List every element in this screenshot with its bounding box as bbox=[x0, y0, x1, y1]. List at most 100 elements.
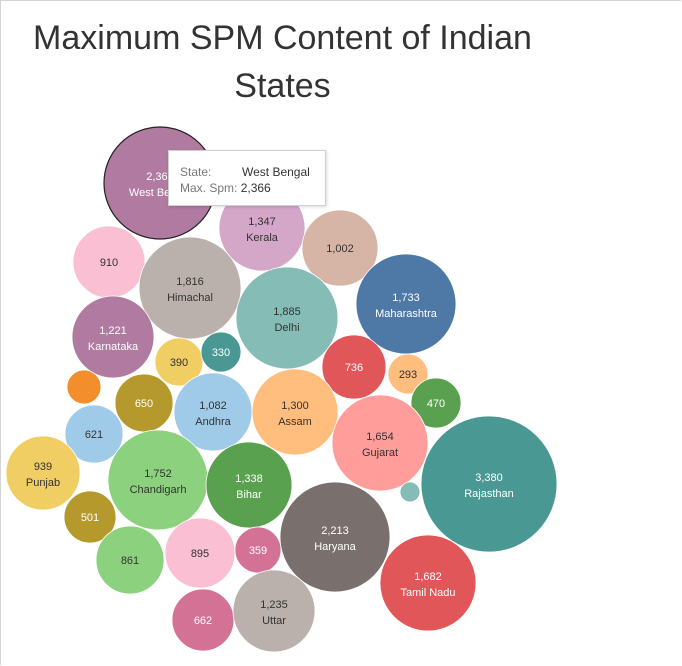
bubble-value-label: 2,213 bbox=[321, 525, 349, 537]
bubble-state-label: Punjab bbox=[26, 477, 60, 489]
bubble-value-label: 650 bbox=[135, 398, 153, 410]
bubble-value-label: 895 bbox=[191, 548, 209, 560]
bubble-circle[interactable] bbox=[399, 481, 421, 503]
bubble-circle[interactable] bbox=[138, 236, 242, 340]
bubble[interactable]: 501 bbox=[63, 490, 117, 544]
bubble-circle[interactable] bbox=[205, 441, 293, 529]
bubble[interactable]: 621 bbox=[64, 404, 124, 464]
bubble-state-label: Kerala bbox=[246, 232, 279, 244]
bubble[interactable]: 3,380 Rajasthan bbox=[420, 415, 558, 553]
tooltip-state-value: West Bengal bbox=[242, 165, 310, 179]
bubble[interactable]: 895 bbox=[164, 517, 236, 589]
bubble-value-label: 359 bbox=[249, 545, 267, 557]
bubble-circle[interactable] bbox=[5, 435, 81, 511]
bubble-circle[interactable] bbox=[379, 534, 477, 632]
bubble[interactable]: 1,221 Karnataka bbox=[71, 295, 155, 379]
bubble-value-label: 910 bbox=[100, 257, 118, 269]
bubble-value-label: 470 bbox=[427, 398, 445, 410]
bubble-circle[interactable] bbox=[321, 334, 387, 400]
bubble-circle[interactable] bbox=[387, 353, 429, 395]
bubble-state-label: Andhra bbox=[195, 416, 231, 428]
bubble-circle[interactable] bbox=[420, 415, 558, 553]
bubble[interactable]: 1,682 Tamil Nadu bbox=[379, 534, 477, 632]
tooltip-spm-key: Max. Spm: bbox=[180, 181, 238, 195]
bubble-state-label: Tamil Nadu bbox=[400, 587, 455, 599]
bubble-value-label: 330 bbox=[212, 347, 230, 359]
bubble-value-label: 1,221 bbox=[99, 325, 127, 337]
bubble[interactable]: 1,733 Maharashtra bbox=[355, 253, 457, 355]
bubble[interactable]: 2,213 Haryana bbox=[279, 481, 391, 593]
bubble-circle[interactable] bbox=[331, 394, 429, 492]
bubble-circle[interactable] bbox=[66, 369, 102, 405]
bubble[interactable]: 1,300 Assam bbox=[251, 368, 339, 456]
tooltip-state-key: State: bbox=[180, 165, 212, 179]
bubble-value-label: 501 bbox=[81, 512, 99, 524]
bubble-circle[interactable] bbox=[279, 481, 391, 593]
bubble-circle[interactable] bbox=[355, 253, 457, 355]
bubble-state-label: Uttar bbox=[262, 615, 286, 627]
bubble-value-label: 1,235 bbox=[260, 599, 288, 611]
bubble-value-label: 2,366 bbox=[146, 171, 174, 183]
bubble-state-label: Maharashtra bbox=[375, 308, 438, 320]
bubble-circle[interactable] bbox=[107, 429, 209, 531]
bubble-state-label: Chandigarh bbox=[130, 484, 187, 496]
bubble[interactable]: 470 bbox=[410, 377, 462, 429]
bubble-circle[interactable] bbox=[251, 368, 339, 456]
bubble-value-label: 1,654 bbox=[366, 431, 394, 443]
bubble-value-label: 736 bbox=[345, 362, 363, 374]
chart-title: Maximum SPM Content of Indian States bbox=[33, 19, 532, 105]
bubble[interactable]: 1,654 Gujarat bbox=[331, 394, 429, 492]
bubble[interactable] bbox=[66, 369, 102, 405]
bubble-value-label: 1,682 bbox=[414, 571, 442, 583]
bubble-value-label: 1,002 bbox=[326, 243, 354, 255]
bubble[interactable]: 1,816 Himachal bbox=[138, 236, 242, 340]
bubble-circle[interactable] bbox=[64, 404, 124, 464]
bubble-circle[interactable] bbox=[63, 490, 117, 544]
bubble[interactable]: 1,885 Delhi bbox=[235, 266, 339, 370]
bubble-circle[interactable] bbox=[154, 337, 204, 387]
bubble[interactable]: 390 bbox=[154, 337, 204, 387]
bubble[interactable]: 650 bbox=[114, 373, 174, 433]
bubble[interactable]: 1,347 Kerala bbox=[218, 184, 306, 272]
bubble-value-label: 293 bbox=[399, 369, 417, 381]
bubble-circle[interactable] bbox=[410, 377, 462, 429]
bubble-circle[interactable] bbox=[301, 209, 379, 287]
bubble-state-label: Haryana bbox=[314, 541, 356, 553]
bubble-circle[interactable] bbox=[95, 525, 165, 595]
bubble[interactable]: 1,235 Uttar bbox=[232, 569, 316, 653]
bubble[interactable]: 736 bbox=[321, 334, 387, 400]
bubble[interactable]: 939 Punjab bbox=[5, 435, 81, 511]
bubble-value-label: 1,082 bbox=[199, 400, 227, 412]
bubble-state-label: Himachal bbox=[167, 292, 213, 304]
bubble-circle[interactable] bbox=[232, 569, 316, 653]
bubble-circle[interactable] bbox=[200, 331, 242, 373]
bubble[interactable]: 662 bbox=[171, 588, 235, 652]
bubble-circle[interactable] bbox=[71, 295, 155, 379]
bubble-value-label: 861 bbox=[121, 555, 139, 567]
bubble-state-label: Bihar bbox=[236, 489, 262, 501]
bubble-value-label: 3,380 bbox=[475, 472, 503, 484]
bubble-value-label: 1,816 bbox=[176, 276, 204, 288]
bubble-value-label: 390 bbox=[170, 357, 188, 369]
bubble-state-label: Karnataka bbox=[88, 341, 139, 353]
bubble[interactable]: 359 bbox=[234, 526, 282, 574]
bubble-value-label: 1,300 bbox=[281, 400, 309, 412]
tooltip-spm-value: 2,366 bbox=[240, 181, 271, 195]
bubble[interactable]: 910 bbox=[72, 225, 146, 299]
bubble[interactable]: 1,002 bbox=[301, 209, 379, 287]
bubble-state-label: Rajasthan bbox=[464, 488, 514, 500]
bubble-value-label: 939 bbox=[34, 461, 52, 473]
bubble[interactable]: 1,752 Chandigarh bbox=[107, 429, 209, 531]
bubble-value-label: 621 bbox=[85, 429, 103, 441]
bubble-value-label: 1,733 bbox=[392, 292, 420, 304]
bubble[interactable]: 293 bbox=[387, 353, 429, 395]
bubble-value-label: 1,752 bbox=[144, 468, 172, 480]
bubble[interactable]: 861 bbox=[95, 525, 165, 595]
bubble[interactable]: 1,082 Andhra bbox=[173, 372, 253, 452]
bubble[interactable]: 1,338 Bihar bbox=[205, 441, 293, 529]
bubble[interactable]: 330 bbox=[200, 331, 242, 373]
bubble[interactable] bbox=[399, 481, 421, 503]
tooltip: State: West Bengal Max. Spm: 2,366 bbox=[168, 150, 326, 206]
bubble-circle[interactable] bbox=[235, 266, 339, 370]
bubble-value-label: 1,885 bbox=[273, 306, 301, 318]
